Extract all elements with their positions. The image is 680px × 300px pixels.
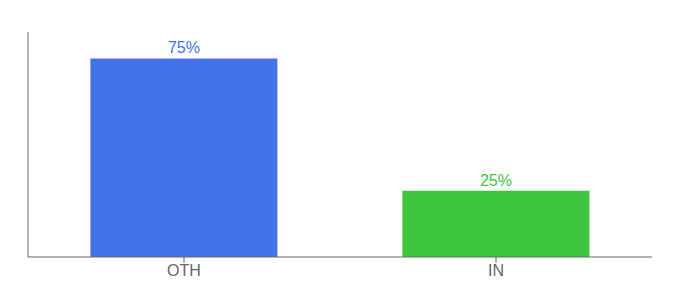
svg-text:25%: 25% bbox=[480, 172, 512, 189]
svg-text:IN: IN bbox=[488, 262, 504, 279]
svg-text:OTH: OTH bbox=[167, 262, 201, 279]
svg-text:75%: 75% bbox=[168, 39, 200, 56]
